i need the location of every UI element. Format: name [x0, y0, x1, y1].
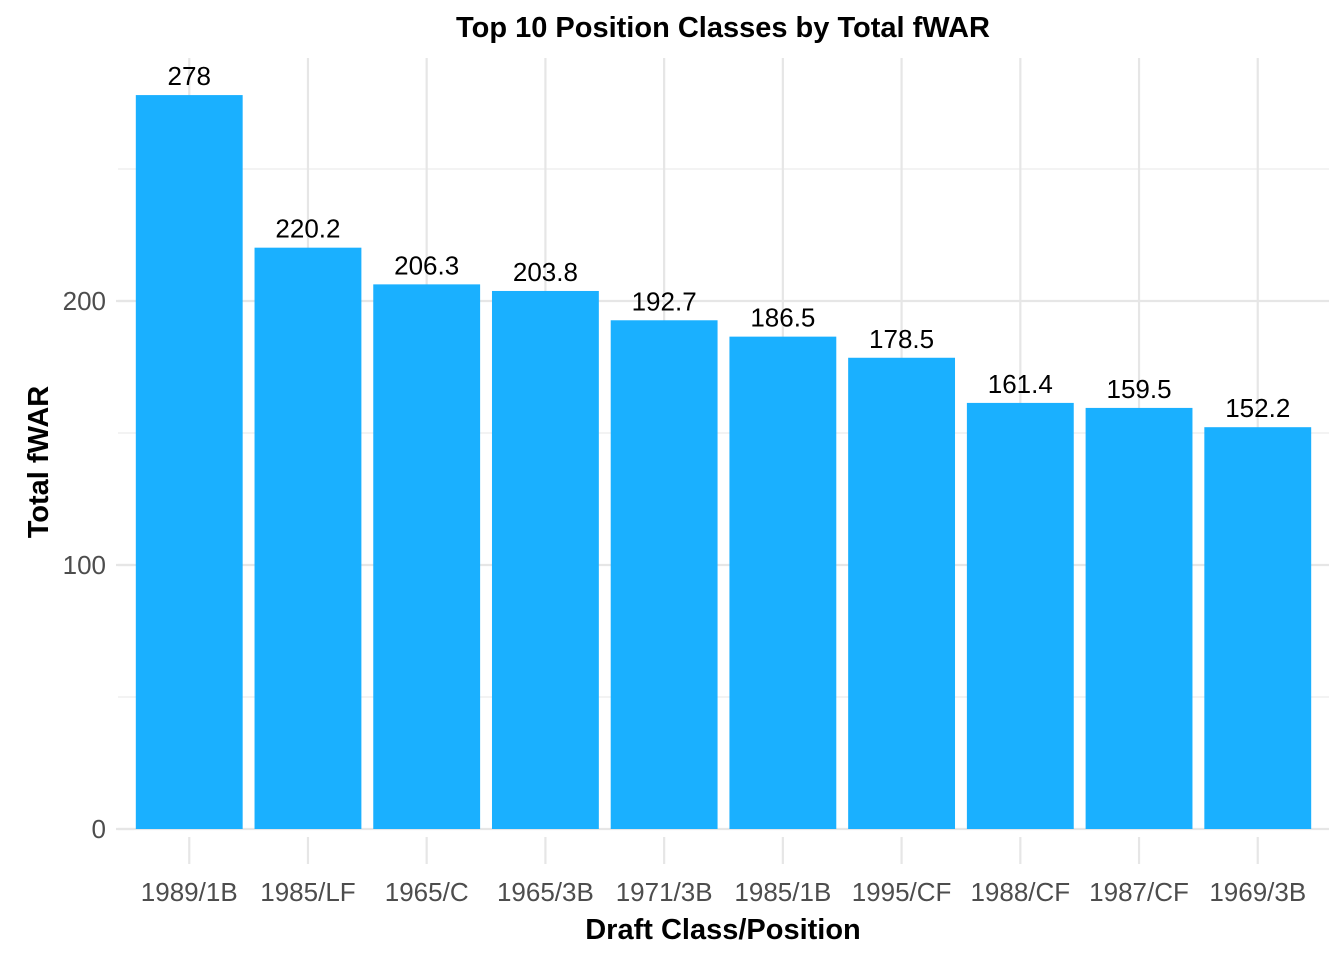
- chart-title: Top 10 Position Classes by Total fWAR: [456, 12, 990, 44]
- x-tick-label: 1969/3B: [1209, 877, 1306, 907]
- x-tick-label: 1988/CF: [970, 877, 1070, 907]
- data-label: 203.8: [513, 257, 578, 287]
- x-tick-label: 1989/1B: [141, 877, 238, 907]
- data-label: 186.5: [750, 303, 815, 333]
- y-axis-title: Total fWAR: [23, 386, 55, 539]
- data-label: 278: [168, 61, 211, 91]
- bar: [848, 357, 956, 829]
- bar: [373, 284, 481, 829]
- bar: [491, 290, 599, 829]
- x-tick-label: 1971/3B: [616, 877, 713, 907]
- bar: [1204, 427, 1312, 829]
- x-axis-title: Draft Class/Position: [585, 914, 861, 946]
- data-labels: 278 220.2 206.3 203.8 192.7 186.5 178.5 161.4 15…: [168, 61, 1291, 423]
- x-tick-label: 1965/3B: [497, 877, 594, 907]
- bar: [966, 402, 1074, 829]
- x-tick-label: 1985/LF: [260, 877, 355, 907]
- data-label: 206.3: [394, 250, 459, 280]
- data-label: 220.2: [275, 214, 340, 244]
- data-label: 152.2: [1225, 393, 1290, 423]
- y-tick-label: 100: [63, 550, 106, 580]
- x-axis-ticks: 1989/1B 1985/LF 1965/C 1965/3B 1971/3B 1985/1…: [141, 837, 1306, 907]
- bar: [135, 95, 243, 829]
- y-tick-label: 200: [63, 286, 106, 316]
- data-label: 161.4: [988, 369, 1053, 399]
- x-tick-label: 1965/C: [385, 877, 469, 907]
- y-tick-label: 0: [92, 814, 106, 844]
- data-label: 178.5: [869, 324, 934, 354]
- bar: [729, 336, 837, 829]
- data-label: 159.5: [1107, 374, 1172, 404]
- data-label: 192.7: [632, 286, 697, 316]
- bar: [610, 320, 718, 829]
- x-tick-label: 1995/CF: [852, 877, 952, 907]
- bar: [254, 247, 362, 829]
- x-tick-label: 1987/CF: [1089, 877, 1189, 907]
- y-axis-ticks: 0 100 200: [63, 286, 134, 844]
- bar: [1085, 407, 1193, 829]
- bars: [135, 95, 1312, 829]
- x-tick-label: 1985/1B: [734, 877, 831, 907]
